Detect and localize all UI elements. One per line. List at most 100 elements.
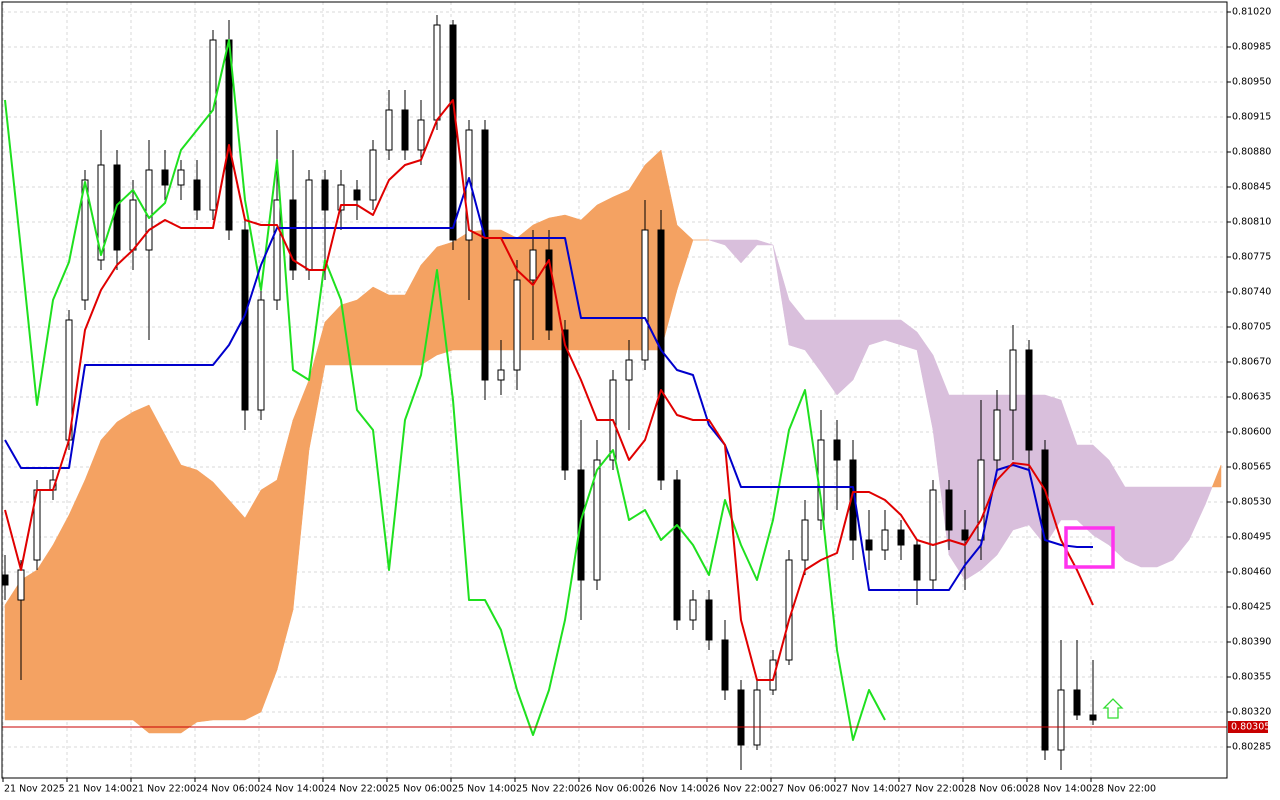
- cloud-segment: [228, 499, 246, 721]
- x-tick-label: 24 Nov 06:00: [196, 784, 260, 795]
- cloud-segment: [596, 196, 614, 351]
- y-tick-label: 0.80845: [1232, 182, 1271, 193]
- candle-body: [497, 369, 505, 381]
- cloud-segment: [1204, 486, 1213, 506]
- candle-body: [625, 359, 633, 381]
- candle-body: [977, 459, 985, 541]
- x-tick-label: 28 Nov 06:00: [964, 784, 1028, 795]
- candle-body: [321, 179, 329, 211]
- candle-body: [1, 574, 9, 586]
- candle-body: [193, 179, 201, 211]
- candle-body: [913, 544, 921, 581]
- line-layer: [2, 39, 1227, 741]
- candle-body: [865, 539, 873, 551]
- cloud-segment: [1124, 486, 1142, 568]
- cloud-segment: [116, 411, 134, 721]
- x-tick-label: 21 Nov 2025: [4, 784, 65, 795]
- current-price-label: 0.80305: [1231, 722, 1270, 733]
- candle-body: [417, 119, 425, 151]
- x-tick-label: 26 Nov 14:00: [644, 784, 708, 795]
- y-tick-label: 0.80635: [1232, 392, 1271, 403]
- candle-body: [1057, 689, 1065, 751]
- cloud-segment: [356, 286, 374, 366]
- candle-body: [673, 479, 681, 621]
- cloud-segment: [1076, 444, 1094, 536]
- indicator-line: [4, 39, 886, 741]
- indicator-line: [4, 99, 1094, 681]
- candle-body: [1025, 349, 1033, 451]
- candle-layer: [1, 15, 1097, 770]
- cloud-segment: [164, 434, 182, 734]
- current-price-box: [1228, 721, 1268, 733]
- candle-body: [961, 529, 969, 541]
- candle-body: [1041, 449, 1049, 751]
- candle-body: [801, 519, 809, 561]
- candle-body: [385, 109, 393, 151]
- candle-body: [881, 529, 889, 551]
- candle-body: [273, 199, 281, 301]
- cloud-segment: [1211, 464, 1222, 488]
- cloud-segment: [244, 489, 262, 721]
- cloud-segment: [388, 294, 406, 366]
- y-tick-label: 0.80460: [1232, 567, 1271, 578]
- candle-body: [1073, 689, 1081, 716]
- candle-body: [657, 229, 665, 481]
- y-tick-label: 0.80600: [1232, 427, 1271, 438]
- candle-body: [97, 164, 105, 261]
- candle-body: [369, 149, 377, 201]
- x-tick-label: 27 Nov 06:00: [772, 784, 836, 795]
- x-tick-label: 24 Nov 22:00: [324, 784, 388, 795]
- candle-body: [945, 489, 953, 531]
- cloud-segment: [180, 464, 198, 734]
- candle-body: [481, 129, 489, 381]
- candle-body: [929, 489, 937, 581]
- candle-body: [785, 559, 793, 661]
- candle-body: [145, 169, 153, 251]
- candle-body: [641, 229, 649, 361]
- y-tick-label: 0.80880: [1232, 147, 1271, 158]
- y-tick-label: 0.80530: [1232, 497, 1271, 508]
- candle-body: [401, 109, 409, 151]
- cloud-segment: [100, 421, 118, 721]
- cloud-segment: [372, 286, 390, 366]
- y-tick-label: 0.80495: [1232, 532, 1271, 543]
- candle-body: [161, 169, 169, 186]
- y-tick-label: 0.80355: [1232, 672, 1271, 683]
- candle-body: [593, 459, 601, 581]
- cloud-segment: [36, 544, 54, 721]
- highlight-box: [1064, 526, 1115, 569]
- x-tick-label: 28 Nov 22:00: [1092, 784, 1156, 795]
- x-tick-label: 21 Nov 14:00: [68, 784, 132, 795]
- candle-body: [897, 529, 905, 546]
- x-tick-label: 21 Nov 22:00: [132, 784, 196, 795]
- cloud-segment: [1156, 486, 1174, 568]
- x-tick-label: 27 Nov 14:00: [836, 784, 900, 795]
- cloud-segment: [756, 239, 774, 246]
- cloud-segment: [132, 404, 150, 734]
- x-tick-label: 27 Nov 22:00: [900, 784, 964, 795]
- candle-body: [289, 199, 297, 271]
- candle-body: [1089, 714, 1097, 721]
- candle-body: [529, 249, 537, 281]
- y-tick-label: 0.80705: [1232, 322, 1271, 333]
- candle-body: [753, 689, 761, 746]
- candle-body: [353, 189, 361, 201]
- buy-arrow: [1102, 698, 1124, 719]
- x-tick-label: 25 Nov 06:00: [388, 784, 452, 795]
- y-tick-label: 0.80915: [1232, 112, 1271, 123]
- candle-body: [449, 24, 457, 241]
- cloud-segment: [452, 231, 470, 351]
- candle-body: [833, 439, 841, 461]
- candle-body: [1009, 349, 1017, 411]
- cloud-segment: [676, 224, 694, 291]
- cloud-segment: [84, 439, 102, 721]
- candle-body: [561, 329, 569, 471]
- y-tick-label: 0.80285: [1232, 742, 1271, 753]
- cloud-segment: [212, 481, 230, 721]
- candle-body: [705, 599, 713, 641]
- y-tick-label: 0.80565: [1232, 462, 1271, 473]
- candle-body: [433, 24, 441, 121]
- candle-body: [689, 599, 697, 621]
